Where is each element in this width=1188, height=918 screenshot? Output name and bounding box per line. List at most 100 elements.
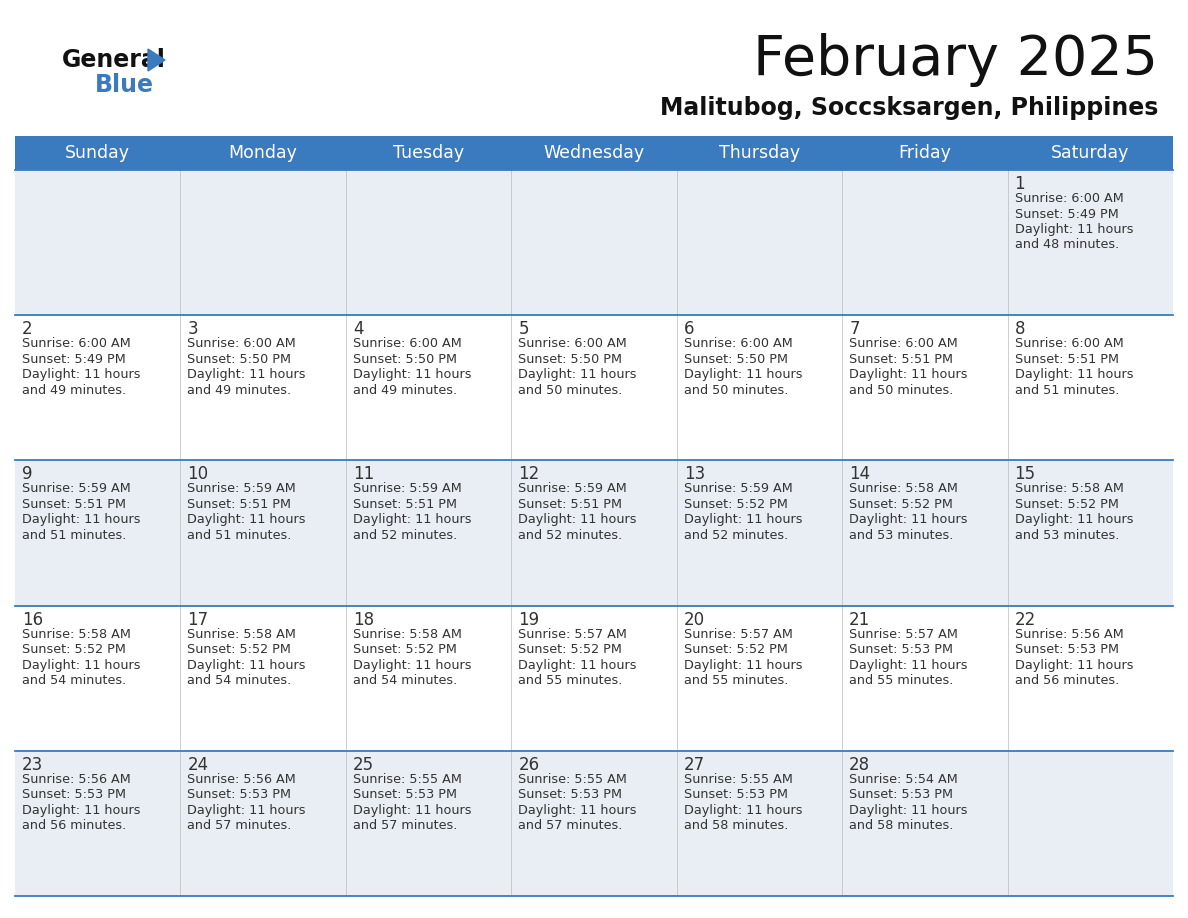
Text: Sunset: 5:50 PM: Sunset: 5:50 PM (353, 353, 457, 365)
Bar (15, 170, 1173, 315)
Text: 22: 22 (1015, 610, 1036, 629)
Text: Sunrise: 5:57 AM: Sunrise: 5:57 AM (684, 628, 792, 641)
Text: 7: 7 (849, 320, 860, 338)
Text: Sunrise: 5:56 AM: Sunrise: 5:56 AM (1015, 628, 1124, 641)
Text: February 2025: February 2025 (753, 33, 1158, 87)
Text: Sunrise: 5:55 AM: Sunrise: 5:55 AM (518, 773, 627, 786)
Text: 2: 2 (23, 320, 32, 338)
Text: Sunset: 5:52 PM: Sunset: 5:52 PM (353, 644, 456, 656)
Polygon shape (148, 49, 165, 71)
Text: Sunday: Sunday (65, 144, 131, 162)
Text: Daylight: 11 hours: Daylight: 11 hours (1015, 513, 1133, 526)
Text: Sunset: 5:52 PM: Sunset: 5:52 PM (684, 644, 788, 656)
Text: Daylight: 11 hours: Daylight: 11 hours (353, 513, 472, 526)
Text: and 48 minutes.: and 48 minutes. (1015, 239, 1119, 252)
Text: Sunset: 5:50 PM: Sunset: 5:50 PM (188, 353, 291, 365)
Text: Daylight: 11 hours: Daylight: 11 hours (1015, 658, 1133, 672)
Bar (15, 136, 1173, 170)
Text: and 53 minutes.: and 53 minutes. (849, 529, 954, 542)
Text: 8: 8 (1015, 320, 1025, 338)
Text: Sunset: 5:52 PM: Sunset: 5:52 PM (23, 644, 126, 656)
Text: Monday: Monday (229, 144, 297, 162)
Text: Daylight: 11 hours: Daylight: 11 hours (1015, 223, 1133, 236)
Bar (15, 461, 1173, 606)
Text: Sunrise: 5:55 AM: Sunrise: 5:55 AM (353, 773, 462, 786)
Text: and 49 minutes.: and 49 minutes. (353, 384, 457, 397)
Text: 1: 1 (1015, 175, 1025, 193)
Text: and 53 minutes.: and 53 minutes. (1015, 529, 1119, 542)
Text: Daylight: 11 hours: Daylight: 11 hours (23, 658, 140, 672)
Text: and 54 minutes.: and 54 minutes. (353, 674, 457, 687)
Text: Sunset: 5:49 PM: Sunset: 5:49 PM (1015, 207, 1118, 220)
Text: 12: 12 (518, 465, 539, 484)
Text: Sunset: 5:52 PM: Sunset: 5:52 PM (849, 498, 953, 511)
Text: Sunrise: 5:59 AM: Sunrise: 5:59 AM (684, 482, 792, 496)
Text: Daylight: 11 hours: Daylight: 11 hours (23, 804, 140, 817)
Text: Sunset: 5:49 PM: Sunset: 5:49 PM (23, 353, 126, 365)
Text: Sunset: 5:53 PM: Sunset: 5:53 PM (849, 789, 953, 801)
Text: Sunrise: 5:57 AM: Sunrise: 5:57 AM (518, 628, 627, 641)
Text: 3: 3 (188, 320, 198, 338)
Text: Daylight: 11 hours: Daylight: 11 hours (684, 658, 802, 672)
Text: Sunrise: 6:00 AM: Sunrise: 6:00 AM (684, 337, 792, 350)
Text: 14: 14 (849, 465, 871, 484)
Text: 27: 27 (684, 756, 704, 774)
Bar (15, 751, 1173, 896)
Text: Thursday: Thursday (719, 144, 800, 162)
Text: 25: 25 (353, 756, 374, 774)
Text: Sunset: 5:53 PM: Sunset: 5:53 PM (518, 789, 623, 801)
Text: Daylight: 11 hours: Daylight: 11 hours (849, 658, 968, 672)
Text: Sunset: 5:53 PM: Sunset: 5:53 PM (23, 789, 126, 801)
Text: Daylight: 11 hours: Daylight: 11 hours (518, 368, 637, 381)
Text: Tuesday: Tuesday (393, 144, 465, 162)
Text: 11: 11 (353, 465, 374, 484)
Text: Malitubog, Soccsksargen, Philippines: Malitubog, Soccsksargen, Philippines (659, 96, 1158, 120)
Text: Wednesday: Wednesday (543, 144, 645, 162)
Text: and 51 minutes.: and 51 minutes. (1015, 384, 1119, 397)
Text: and 56 minutes.: and 56 minutes. (1015, 674, 1119, 687)
Text: Sunrise: 6:00 AM: Sunrise: 6:00 AM (849, 337, 958, 350)
Text: Sunrise: 5:55 AM: Sunrise: 5:55 AM (684, 773, 792, 786)
Text: and 54 minutes.: and 54 minutes. (23, 674, 126, 687)
Text: and 55 minutes.: and 55 minutes. (684, 674, 788, 687)
Text: Sunrise: 6:00 AM: Sunrise: 6:00 AM (1015, 192, 1124, 205)
Text: and 57 minutes.: and 57 minutes. (518, 819, 623, 833)
Text: and 58 minutes.: and 58 minutes. (849, 819, 954, 833)
Text: and 58 minutes.: and 58 minutes. (684, 819, 788, 833)
Text: Daylight: 11 hours: Daylight: 11 hours (353, 804, 472, 817)
Text: Sunrise: 5:58 AM: Sunrise: 5:58 AM (1015, 482, 1124, 496)
Bar (15, 606, 1173, 751)
Text: 19: 19 (518, 610, 539, 629)
Text: Sunrise: 5:59 AM: Sunrise: 5:59 AM (188, 482, 296, 496)
Text: Sunset: 5:51 PM: Sunset: 5:51 PM (23, 498, 126, 511)
Text: 18: 18 (353, 610, 374, 629)
Text: Daylight: 11 hours: Daylight: 11 hours (684, 368, 802, 381)
Text: Sunrise: 6:00 AM: Sunrise: 6:00 AM (518, 337, 627, 350)
Text: and 52 minutes.: and 52 minutes. (518, 529, 623, 542)
Text: Sunrise: 6:00 AM: Sunrise: 6:00 AM (353, 337, 462, 350)
Bar (15, 315, 1173, 461)
Text: and 50 minutes.: and 50 minutes. (518, 384, 623, 397)
Text: Daylight: 11 hours: Daylight: 11 hours (684, 804, 802, 817)
Text: and 51 minutes.: and 51 minutes. (188, 529, 292, 542)
Text: 21: 21 (849, 610, 871, 629)
Text: 23: 23 (23, 756, 43, 774)
Text: Sunrise: 6:00 AM: Sunrise: 6:00 AM (1015, 337, 1124, 350)
Text: Sunrise: 5:58 AM: Sunrise: 5:58 AM (353, 628, 462, 641)
Text: Sunrise: 5:58 AM: Sunrise: 5:58 AM (188, 628, 296, 641)
Text: and 51 minutes.: and 51 minutes. (23, 529, 126, 542)
Text: Daylight: 11 hours: Daylight: 11 hours (23, 513, 140, 526)
Text: and 52 minutes.: and 52 minutes. (684, 529, 788, 542)
Text: and 49 minutes.: and 49 minutes. (23, 384, 126, 397)
Text: Sunset: 5:53 PM: Sunset: 5:53 PM (684, 789, 788, 801)
Text: 9: 9 (23, 465, 32, 484)
Text: Sunset: 5:51 PM: Sunset: 5:51 PM (188, 498, 291, 511)
Text: and 56 minutes.: and 56 minutes. (23, 819, 126, 833)
Text: Sunset: 5:52 PM: Sunset: 5:52 PM (518, 644, 623, 656)
Text: 17: 17 (188, 610, 209, 629)
Text: Sunrise: 5:57 AM: Sunrise: 5:57 AM (849, 628, 958, 641)
Text: Daylight: 11 hours: Daylight: 11 hours (518, 804, 637, 817)
Text: and 57 minutes.: and 57 minutes. (353, 819, 457, 833)
Text: Sunrise: 6:00 AM: Sunrise: 6:00 AM (188, 337, 296, 350)
Text: Daylight: 11 hours: Daylight: 11 hours (188, 658, 307, 672)
